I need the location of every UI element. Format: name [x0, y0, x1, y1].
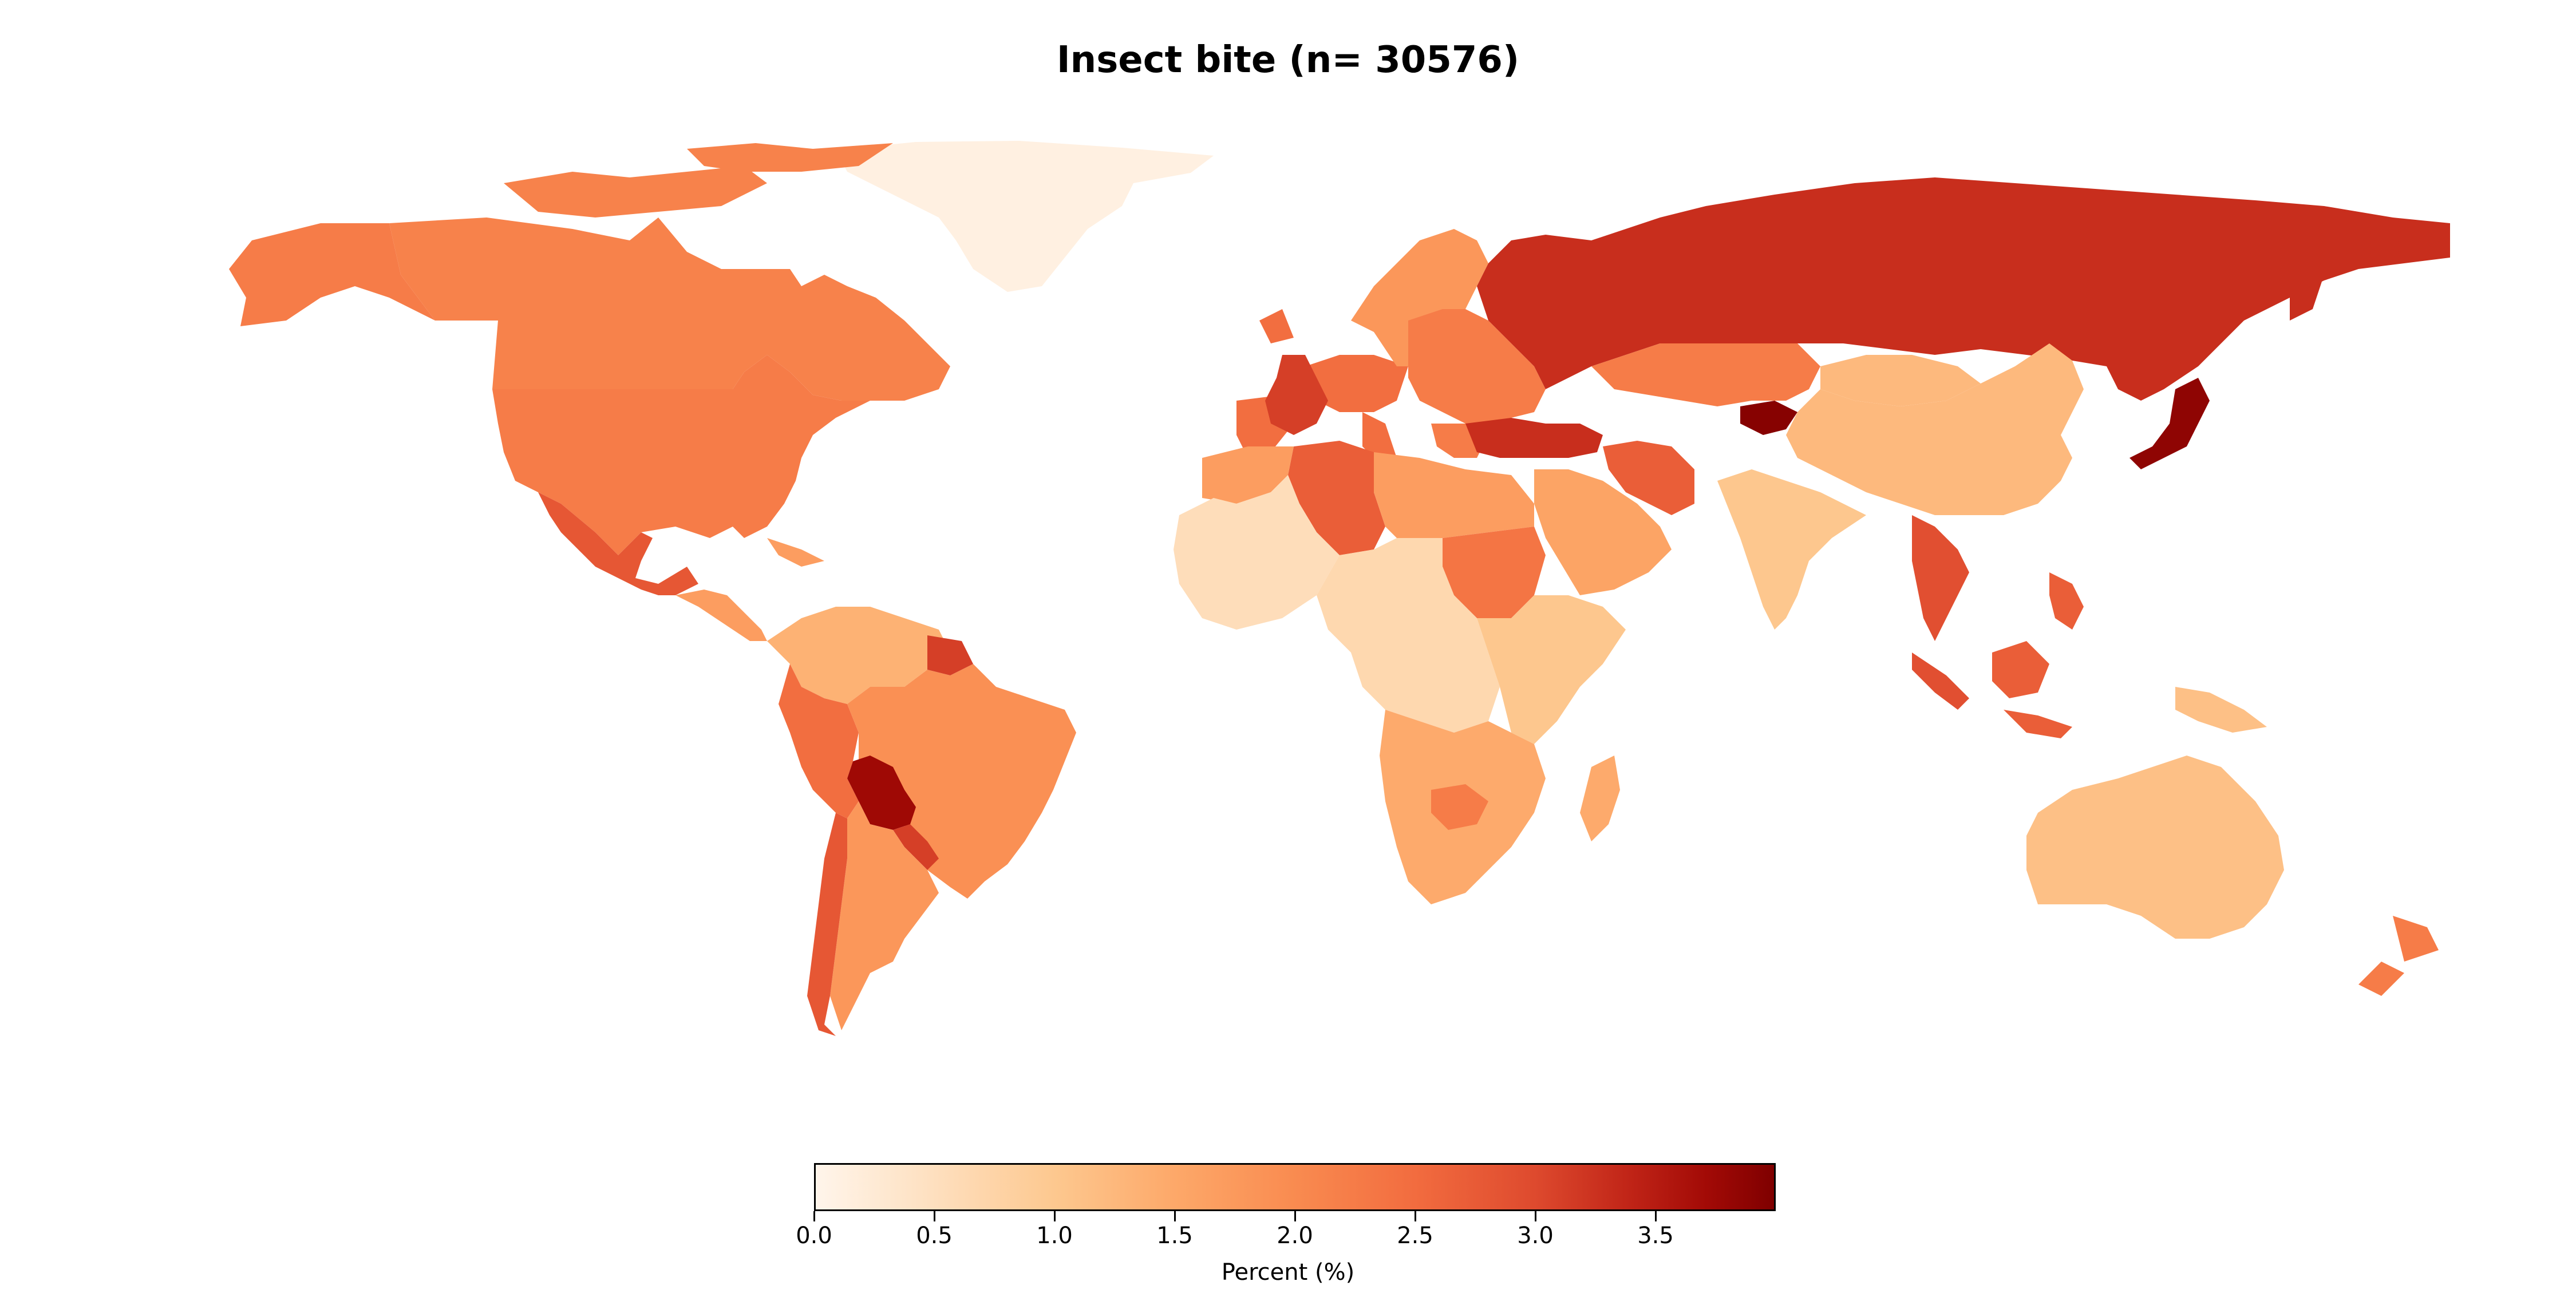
colorbar-tick	[1174, 1211, 1176, 1221]
region-france	[1265, 355, 1328, 435]
region-usa	[492, 355, 870, 555]
region-iran	[1603, 441, 1694, 515]
colorbar-tick-label: 2.5	[1397, 1223, 1433, 1249]
region-arabian-peninsula	[1534, 469, 1672, 595]
region-southeast-asia	[1912, 515, 1969, 710]
colorbar-tick-label: 1.5	[1156, 1223, 1193, 1249]
region-india	[1717, 469, 1866, 630]
region-chile	[807, 813, 847, 1036]
region-west-africa	[1174, 475, 1340, 630]
region-algeria	[1288, 441, 1385, 555]
region-japan	[2129, 378, 2210, 469]
region-central-america	[675, 538, 824, 641]
region-australia	[2026, 756, 2284, 939]
colorbar-tick-label: 2.0	[1277, 1223, 1313, 1249]
colorbar-tick	[813, 1211, 815, 1221]
region-zimbabwe	[1431, 784, 1488, 830]
region-mongolia	[1820, 355, 1981, 406]
region-ecuador-peru	[779, 664, 859, 818]
region-north-africa	[1202, 446, 1534, 538]
region-kazakhstan	[1591, 343, 1820, 406]
region-colombia-venezuela	[767, 607, 950, 704]
region-mexico	[538, 492, 698, 595]
region-sudan	[1443, 527, 1546, 618]
region-alaska	[229, 223, 435, 326]
region-indonesia	[1992, 572, 2084, 738]
region-papua-new-guinea	[2175, 687, 2267, 733]
region-brazil	[847, 664, 1076, 899]
colorbar-label: Percent (%)	[1221, 1259, 1355, 1286]
region-guyana	[927, 635, 973, 675]
region-argentina	[830, 801, 939, 1030]
region-canada	[389, 143, 950, 401]
region-greenland	[836, 141, 1214, 292]
colorbar-tick-label: 1.0	[1036, 1223, 1073, 1249]
colorbar-tick-label: 3.5	[1637, 1223, 1674, 1249]
region-china	[1786, 343, 2084, 515]
region-kyrgyzstan	[1740, 401, 1797, 435]
colorbar-tick	[1534, 1211, 1536, 1221]
region-turkey	[1465, 418, 1603, 458]
colorbar-tick-label: 3.0	[1517, 1223, 1554, 1249]
colorbar-tick-label: 0.0	[796, 1223, 832, 1249]
region-east-africa	[1477, 595, 1626, 744]
region-central-africa	[1317, 538, 1500, 733]
region-madagascar	[1580, 756, 1620, 841]
region-bolivia	[847, 756, 916, 830]
region-paraguay	[893, 824, 939, 870]
colorbar	[814, 1163, 1776, 1211]
region-new-zealand	[2358, 916, 2439, 996]
colorbar-tick	[1414, 1211, 1416, 1221]
colorbar-tick	[1294, 1211, 1296, 1221]
region-eastern-europe	[1408, 309, 1546, 458]
colorbar-tick	[933, 1211, 935, 1221]
colorbar-tick-label: 0.5	[916, 1223, 953, 1249]
region-russia	[1477, 177, 2450, 401]
colorbar-tick	[1053, 1211, 1056, 1221]
colorbar-tick	[1654, 1211, 1657, 1221]
map-title: Insect bite (n= 30576)	[1056, 39, 1520, 81]
